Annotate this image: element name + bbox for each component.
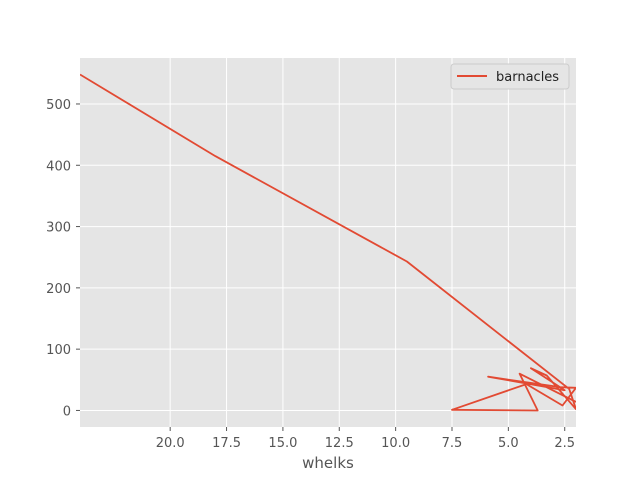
y-tick-label: 100: [46, 343, 71, 358]
y-tick-label: 200: [46, 282, 71, 297]
y-tick-label: 300: [46, 221, 71, 236]
series-layer: [80, 73, 576, 412]
x-tick-label: 10.0: [381, 436, 410, 451]
y-tick-label: 0: [63, 404, 71, 419]
x-tick-label: 15.0: [268, 436, 297, 451]
grid-lines: [80, 58, 576, 427]
y-tick-label: 500: [46, 98, 71, 113]
x-tick-label: 5.0: [498, 436, 519, 451]
x-tick-label: 17.5: [212, 436, 241, 451]
legend-box: [450, 63, 570, 90]
x-tick-label: 2.5: [554, 436, 575, 451]
legend: barnacles: [450, 63, 570, 90]
x-axis-label: whelks: [302, 454, 354, 472]
x-tick-label: 12.5: [325, 436, 354, 451]
x-tick-label: 7.5: [442, 436, 463, 451]
y-tick-label: 400: [46, 159, 71, 174]
x-tick-label: 20.0: [156, 436, 185, 451]
x-axis-ticks: 20.0 17.5 15.0 12.5 10.0 7.5 5.0 2.5: [156, 427, 575, 451]
y-axis-ticks: 0 100 200 300 400 500: [46, 98, 80, 419]
plot-area: [80, 58, 576, 427]
series-line-barnacles: [80, 73, 576, 412]
legend-label-barnacles: barnacles: [496, 70, 559, 85]
